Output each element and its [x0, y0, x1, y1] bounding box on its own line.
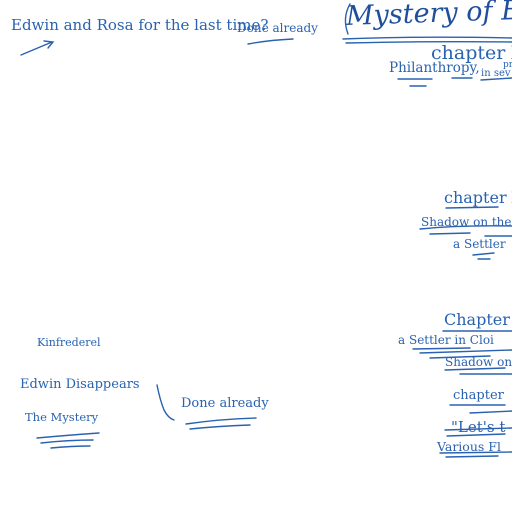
chapter-4-heading: chapter [453, 388, 504, 403]
chapter-1-line-b: in sev [481, 68, 511, 79]
chapter-4-line-2: Various Fl [437, 439, 501, 454]
chapter-2-line-2: a Settler [453, 237, 506, 251]
chapter-2-heading: chapter X [444, 188, 512, 207]
arrow-stroke [20, 41, 53, 56]
underline-stroke [419, 349, 512, 354]
chapter-1-heading: chapter X [431, 42, 512, 64]
top-note-question: Edwin and Rosa for the last time? [11, 16, 269, 34]
underline-stroke [185, 417, 257, 425]
arrow-head [43, 40, 55, 49]
underline-stroke [247, 38, 294, 45]
bracket-stroke [156, 384, 175, 421]
underline-stroke [50, 445, 91, 449]
underline-stroke [445, 455, 499, 458]
chapter-4-line-1: "Let's t [451, 418, 506, 436]
title-underline-stroke [342, 36, 512, 40]
underline-stroke [445, 206, 499, 209]
underline-stroke [472, 252, 495, 256]
chapter-3-heading: Chapter [444, 310, 510, 329]
note-edwin-disappears: Edwin Disappears [20, 377, 140, 392]
chapter-1-line-c: pr [503, 60, 512, 70]
underline-stroke [36, 432, 100, 439]
underline-stroke [429, 232, 471, 235]
underline-stroke [412, 347, 471, 350]
note-kinfrederel: Kinfrederel [37, 336, 101, 349]
note-done: Done already [181, 396, 269, 411]
underline-stroke [469, 410, 512, 414]
underline-stroke [40, 439, 94, 444]
note-the-mystery: The Mystery [25, 410, 99, 424]
chapter-2-line-1: Shadow on the [421, 215, 512, 229]
chapter-1-line-a: Philanthropy, [389, 60, 480, 76]
header-title: Mystery of Edwin D [345, 0, 512, 32]
underline-stroke [189, 424, 251, 430]
chapter-3-line-2: Shadow on [445, 355, 512, 369]
chapter-3-line-1: a Settler in Cloi [398, 333, 494, 347]
top-note-done: Done already [237, 21, 318, 35]
